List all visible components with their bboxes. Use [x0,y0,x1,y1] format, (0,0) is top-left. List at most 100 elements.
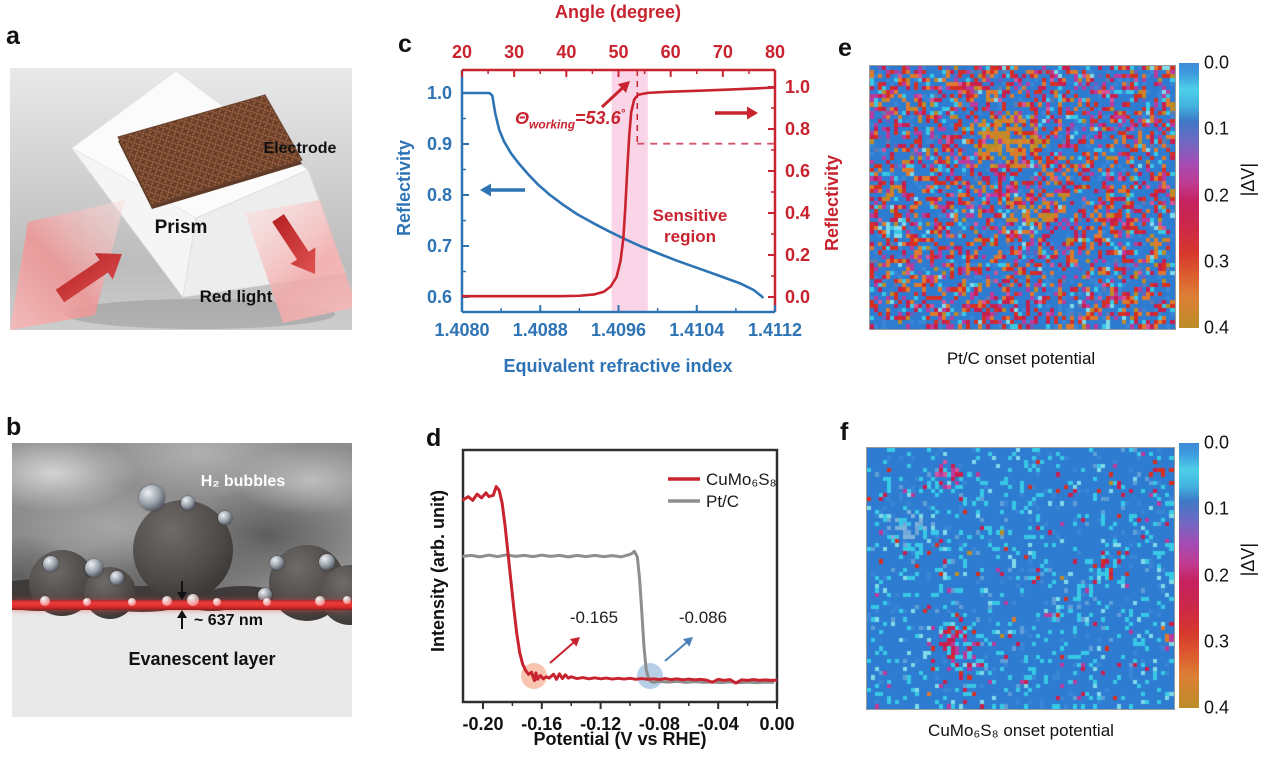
tick-label-right: 0.4 [785,203,810,223]
colorbar-tick-label: 0.0 [1204,432,1230,453]
panel-label-b: b [6,413,22,441]
tick-label-bottom: 1.4080 [434,320,489,340]
h2-bubble-strip [213,598,221,606]
h2-bubbles-label: H₂ bubbles [200,473,286,490]
prism-shadow [65,299,335,329]
colorbar-f-ticks: 0.0 0.1 0.2 0.3 0.4 [1204,433,1264,718]
colorbar-f [1179,443,1199,708]
tick-label-right: 0.2 [785,245,810,265]
tick-label-x: -0.04 [698,714,739,734]
tick-label-left: 0.7 [427,236,452,256]
evanescent-layer-label: Evanescent layer [128,649,276,669]
right-axis-arrow-head [747,106,758,120]
colorbar-tick-label: 0.1 [1204,498,1230,519]
colorbar-e-ticks: 0.0 0.1 0.2 0.3 0.4 [1204,53,1264,338]
tick-label-left: 1.0 [427,83,452,103]
h2-bubble-small [43,556,59,572]
electrode-label: Electrode [263,140,337,157]
colorbar-tick-label: 0.4 [1204,317,1230,338]
tick-label-top: 20 [452,42,472,62]
curve-cumo6s8 [461,485,778,685]
tick-label-top: 70 [713,42,733,62]
panel-label-e: e [838,34,852,62]
beam-arrow-in-icon [55,253,122,303]
onset-arrow-1 [664,639,690,662]
colorbar-tick-label: 0.4 [1204,697,1230,718]
prism-label: Prism [154,217,208,238]
h2-bubble-strip [128,598,136,606]
panel-label-d: d [426,424,442,452]
tick-label-bottom: 1.4096 [591,320,646,340]
h2-bubble-small [270,556,284,570]
tick-label-left: 0.9 [427,134,452,154]
legend-label-ptc: Pt/C [706,492,739,511]
onset-arrow-1-head [682,637,693,647]
onset-label-1: -0.086 [679,608,727,627]
tick-label-right: 1.0 [785,77,810,97]
thickness-arrows-icon [177,581,187,629]
prism-illustration-svg [10,68,352,330]
red-light-beam-in [10,200,125,330]
colorbar-tick-label: 0.2 [1204,185,1230,205]
tick-label-right: 0.6 [785,161,810,181]
tick-label-top: 40 [556,42,576,62]
onset-arrow-0 [549,639,577,664]
h2-bubble-strip [263,598,271,606]
h2-bubble-small [218,511,232,525]
tick-label-top: 30 [504,42,524,62]
h2-bubble-small [319,554,335,570]
chart-c-bottom-axis-title: Equivalent refractive index [503,356,733,376]
tick-label-top: 80 [765,42,785,62]
tick-label-bottom: 1.4088 [513,320,568,340]
chart-c: 20 30 40 50 60 70 80 1.4080 1.4088 1.4096 1.4104 1.… [427,42,810,340]
working-angle-arrow-head [617,81,630,93]
tick-label-top: 50 [608,42,628,62]
colorbar-tick-label: 0.3 [1204,631,1230,652]
chart-c-left-axis-title: Reflectivity [394,140,414,237]
heatmap-cumo6s8-caption: CuMo₆S₈ onset potential [928,721,1114,740]
panel-label-c: c [398,30,412,58]
left-axis-arrow-head [480,183,491,197]
thickness-label: ~ 637 nm [194,612,263,629]
legend-label-cumo6s8: CuMo₆S₈ [706,470,777,489]
onset-circle-1 [637,663,663,689]
onset-arrow-0-head [569,637,580,647]
theta-value: =53.6 [575,108,621,128]
sensitive-region-line1: Sensitive [652,206,728,225]
heatmap-ptc-caption: Pt/C onset potential [946,349,1096,368]
chart-c-top-axis-title: Angle (degree) [554,2,682,22]
tick-label-left: 0.6 [427,287,452,307]
h2-bubble-small [139,485,165,511]
panel-b-illustration: H₂ bubbles ~ 637 nm Evanescent layer [12,443,352,717]
tick-label-bottom: 1.4112 [748,320,802,340]
tick-label-x: 0.00 [759,714,794,734]
tick-label-left: 0.8 [427,185,452,205]
panel-a-illustration: Electrode Prism Red light [10,68,352,330]
colorbar-tick-label: 0.1 [1204,118,1230,139]
theta-subscript: working [529,117,576,132]
tick-label-x: -0.08 [639,714,680,734]
tick-label-x: -0.12 [580,714,621,734]
chart-d-frame [461,448,779,704]
onset-label-0: -0.165 [570,608,618,627]
tick-label-bottom: 1.4104 [669,320,724,340]
heatmap-cumo6s8 [866,447,1175,710]
h2-bubble-strip [315,596,325,606]
theta-symbol: Θ [515,108,530,128]
h2-bubble-strip [40,596,50,606]
red-light-label: Red light [199,287,273,306]
tick-label-top: 60 [661,42,681,62]
curve-reflectivity-index [462,91,765,299]
h2-bubble-strip [162,596,172,606]
chart-d: -0.20 -0.16 -0.12 -0.08 -0.04 0.00 CuMo₆S₈ Pt/C… [461,448,795,734]
tick-label-x: -0.20 [462,714,503,734]
colorbar-tick-label: 0.3 [1204,251,1230,272]
electrode-mesh [117,94,303,206]
panel-label-a: a [6,22,20,50]
colorbar-e [1179,63,1199,328]
colorbar-f-label: |ΔV| [1238,543,1258,577]
degree-symbol: ° [620,108,625,120]
working-angle-annotation: Θworking=53.6° [515,108,625,132]
heatmap-ptc [869,65,1176,330]
